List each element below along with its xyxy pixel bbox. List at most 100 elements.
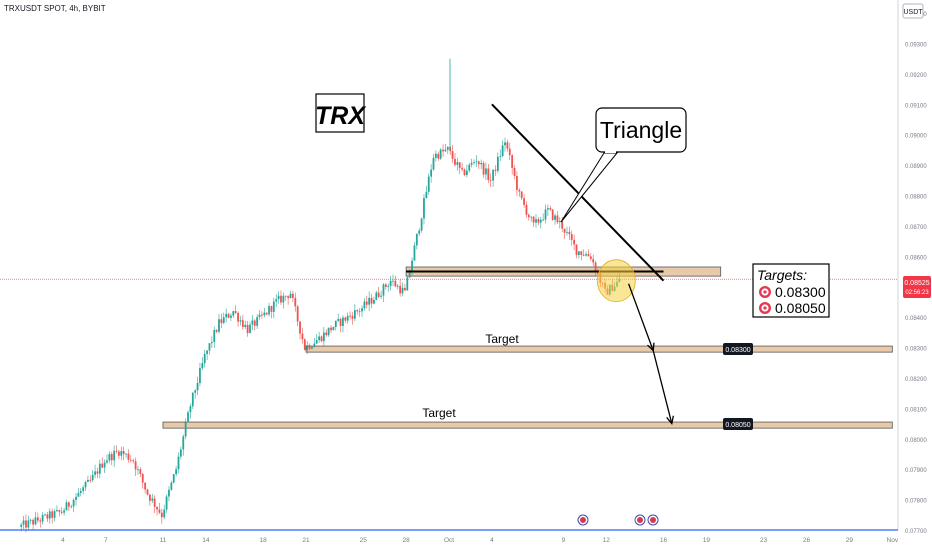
- candle-body: [113, 450, 116, 461]
- candle-body: [280, 295, 282, 303]
- candle-body: [470, 162, 473, 165]
- candle-body: [437, 153, 440, 159]
- candle-body: [29, 519, 32, 521]
- candle-body: [284, 295, 287, 297]
- candle-body: [203, 353, 206, 364]
- candle-body: [349, 315, 351, 317]
- candle-body: [377, 292, 380, 297]
- candle-body: [511, 155, 514, 168]
- candle-body: [222, 317, 225, 323]
- candle-body: [506, 142, 509, 149]
- candle-body: [315, 340, 318, 344]
- y-tick-label: 0.08700: [905, 225, 927, 231]
- candle-body: [406, 277, 409, 291]
- candle-body: [368, 297, 371, 305]
- candle-body: [206, 350, 208, 354]
- candle-body: [225, 313, 228, 318]
- arrow-head: [666, 415, 675, 426]
- time-axis[interactable]: 4 7 11 14 18 21 25 28 Oct 4 9 12 16 19 23 26 29 Nov: [0, 529, 899, 544]
- candle-body: [344, 317, 347, 321]
- x-tick-label: 18: [259, 537, 267, 544]
- candle-body: [592, 259, 595, 263]
- candle-body: [127, 453, 130, 460]
- candle-body: [194, 390, 197, 393]
- target-tag-1-text: 0.08300: [725, 347, 750, 354]
- candle-body: [597, 271, 599, 274]
- candle-body: [75, 496, 77, 500]
- candle-body: [25, 520, 27, 528]
- candle-body: [494, 169, 497, 171]
- candle-body: [36, 517, 39, 521]
- triangle-label: Triangle: [600, 117, 682, 143]
- candle-body: [547, 208, 549, 210]
- x-tick-label: 19: [703, 537, 711, 544]
- candle-body: [525, 204, 528, 215]
- candle-body: [146, 489, 149, 495]
- candle-body: [32, 519, 35, 525]
- candle-body: [132, 460, 135, 462]
- candle-body: [158, 509, 161, 513]
- event-flag-icon[interactable]: [577, 514, 589, 526]
- candle-body: [573, 239, 576, 245]
- candle-body: [196, 383, 199, 391]
- candle-body: [461, 167, 464, 170]
- candle-body: [446, 146, 449, 150]
- candle-body: [413, 245, 416, 261]
- candle-body: [184, 422, 187, 437]
- target-tag-2: [723, 418, 753, 430]
- candle-body: [129, 459, 132, 461]
- candle-body: [387, 286, 390, 287]
- candle-body: [277, 295, 280, 300]
- candle-body: [296, 306, 299, 322]
- candle-body: [237, 312, 239, 322]
- candle-body: [477, 161, 480, 165]
- candle-body: [289, 293, 292, 299]
- x-tick-label: 29: [846, 537, 854, 544]
- candle-body: [339, 318, 342, 326]
- candle-body: [384, 284, 387, 287]
- candle-body: [401, 287, 404, 294]
- candle-body: [570, 234, 573, 240]
- event-flag-icon[interactable]: [647, 514, 659, 526]
- candle-body: [201, 363, 204, 369]
- zone-target-2: [162, 421, 893, 429]
- candle-body: [423, 198, 425, 219]
- candle-body: [208, 343, 211, 351]
- candle-body: [539, 219, 542, 223]
- candle-body: [487, 168, 490, 180]
- x-tick-label: 25: [360, 537, 368, 544]
- candle-body: [191, 392, 194, 407]
- y-tick-label: 0.08300: [905, 347, 927, 353]
- candle-body: [361, 308, 363, 312]
- x-tick-label: 23: [760, 537, 768, 544]
- candle-body: [306, 345, 309, 350]
- candle-body: [430, 169, 433, 177]
- candle-body: [282, 295, 285, 303]
- candle-body: [532, 216, 535, 223]
- trx-label: TRX: [315, 102, 366, 130]
- candle-body: [415, 233, 418, 246]
- candle-body: [475, 161, 478, 163]
- candle-body: [220, 319, 223, 323]
- candle-body: [94, 471, 96, 475]
- candle-body: [432, 157, 435, 170]
- targets-item-1: 0.08300: [775, 284, 826, 300]
- candle-body: [118, 451, 120, 456]
- candle-body: [396, 285, 399, 287]
- candle-body: [575, 244, 578, 256]
- candle-body: [561, 221, 564, 229]
- candle-body: [182, 436, 185, 450]
- y-tick-label: 0.07700: [905, 529, 927, 535]
- candle-body: [275, 299, 278, 302]
- y-tick-label: 0.09100: [905, 103, 927, 109]
- x-tick-label: 28: [402, 537, 410, 544]
- candle-body: [375, 292, 378, 300]
- candle-body: [353, 310, 356, 319]
- event-flag-icon[interactable]: [634, 514, 646, 526]
- currency-button[interactable]: [902, 3, 924, 19]
- candle-body: [199, 368, 201, 384]
- arrow-head: [646, 342, 655, 353]
- candle-body: [577, 251, 580, 256]
- candle-body: [411, 260, 413, 272]
